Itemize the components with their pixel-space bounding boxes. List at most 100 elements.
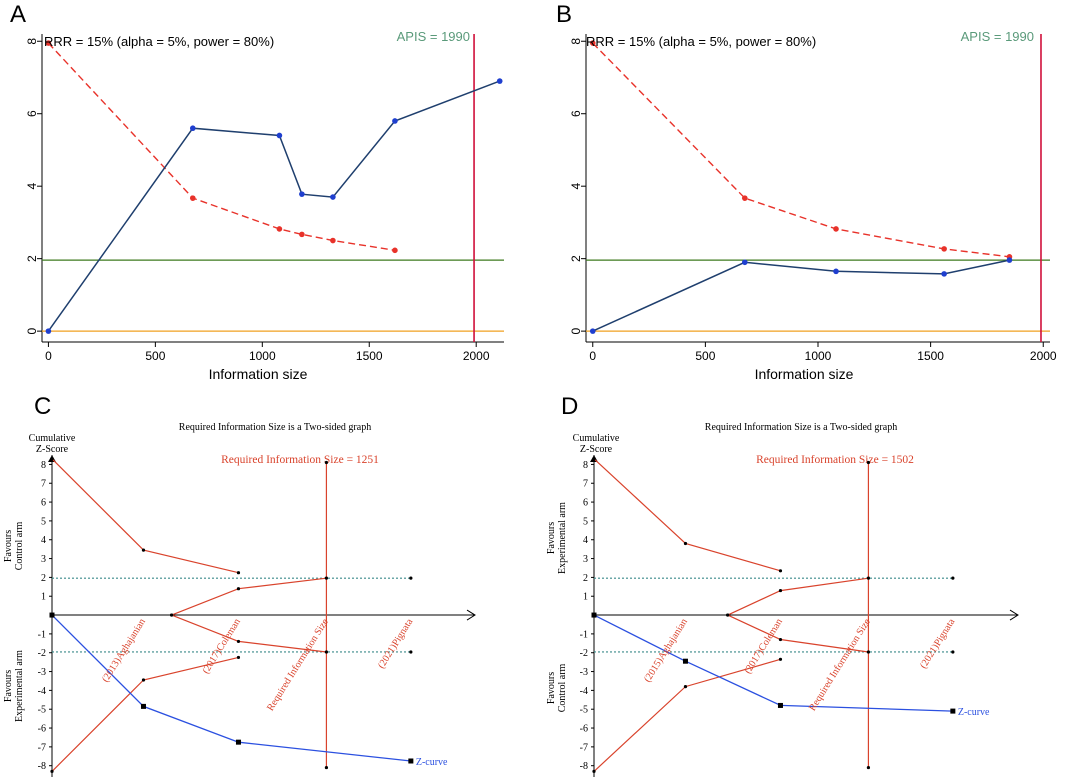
panel-d-ytick-label: -3 [580, 667, 588, 678]
panel-c-favours-lower-2: Experimental arm [14, 650, 25, 722]
panel-b-xlabel: Information size [755, 366, 854, 382]
panel-c-trial-label: (2017)Coleman [200, 617, 243, 676]
panel-a: A 0 2 4 6 8 0 500 1000 1500 2000 RRR = 15% (alpha… [10, 1, 504, 382]
panel-a-boundary-line [47, 42, 396, 251]
panel-a-plot: 0 2 4 6 8 0 500 1000 1500 2000 [25, 34, 504, 363]
panel-c-futility-boundary-upper [171, 577, 327, 616]
panel-b-ytick-label: 4 [569, 183, 583, 190]
panel-c-favours-lower-1: Favours [3, 670, 14, 702]
panel-d-ris-top [866, 460, 871, 465]
panel-a-boundary-point [189, 195, 196, 201]
panel-c-ytick-label: 2 [41, 573, 46, 584]
panel-a-z-point [45, 328, 52, 334]
panel-b-xtick-label: 2000 [1030, 349, 1057, 363]
panel-d-z-curve-label: Z-curve [958, 707, 990, 718]
panel-a-z-point [276, 132, 283, 139]
panel-d-ytick-label: 8 [583, 460, 588, 471]
panel-label-b: B [556, 1, 572, 28]
panel-c-efficacy-boundary-lower-point [141, 678, 146, 682]
panel-a-xtick-label: 1000 [249, 349, 276, 363]
panel-d-favours-upper-1: Favours [546, 522, 557, 554]
panel-c-z-point [49, 612, 55, 618]
panel-b-annotation: RRR = 15% (alpha = 5%, power = 80%) [586, 34, 816, 49]
panel-d-ytick-label: 2 [583, 573, 588, 584]
panel-d-trial-label: (2021)Pignata [918, 616, 958, 670]
panel-b-z-point [941, 271, 947, 277]
panel-d-efficacy-boundary-upper [593, 458, 781, 572]
panel-a-ytick-label: 6 [25, 110, 39, 117]
panel-c-significance-end [409, 650, 413, 654]
panel-c-ytick-label: 7 [41, 479, 46, 490]
panel-b-xtick-label: 1500 [917, 349, 944, 363]
panel-d-efficacy-boundary-upper-point [683, 541, 688, 546]
panel-d-ylabel-top: Cumulative [573, 433, 620, 444]
panel-a-z-point [392, 118, 398, 124]
panel-c-futility-boundary-upper-point [236, 587, 241, 591]
panel-d-significance-end [951, 650, 955, 654]
panel-c-ylabel-bottom: Z-Score [36, 444, 69, 455]
panel-c-ytick-label: -4 [38, 686, 46, 697]
panel-c-ris-label: Required Information Size = 1251 [221, 454, 379, 466]
panel-a-boundary-point [392, 247, 398, 254]
panel-b-boundary-point [589, 40, 596, 46]
panel-d-trial-label: (2015)Aghajanian [642, 617, 690, 685]
panel-c-ytick-label: -5 [38, 705, 46, 716]
panel-a-boundary-point [330, 237, 336, 244]
panel-d-efficacy-boundary-upper-point [778, 569, 783, 573]
panel-d-ytick-label: 1 [583, 592, 588, 603]
panel-c-favours-upper-1: Favours [3, 530, 14, 562]
panel-d-ytick-label: 5 [583, 516, 588, 527]
panel-c-trial-label: (2013)Aghajanian [100, 617, 148, 685]
panel-d-ytick-label: 4 [583, 535, 588, 546]
panel-d-futility-boundary-upper-point [778, 588, 783, 593]
panel-c-ytick-label: 3 [41, 554, 46, 565]
panel-b-xtick-label: 1000 [805, 349, 832, 363]
panel-a-z-point [330, 194, 336, 200]
panel-c-z-point [408, 758, 414, 764]
panel-c: C Required Information Size is a Two-sid… [3, 393, 476, 777]
panel-c-ytick-label: -6 [38, 724, 46, 735]
panel-c-z-point [235, 739, 241, 745]
panel-d-ris-label: Required Information Size = 1502 [756, 454, 914, 466]
panel-b-boundary-point [741, 195, 748, 201]
panel-c-futility-boundary-lower-point [170, 613, 174, 617]
panel-d-efficacy-boundary-lower-point [592, 769, 596, 773]
panel-a-ytick-label: 4 [25, 183, 39, 190]
panel-d-favours-upper-2: Experimental arm [557, 502, 568, 574]
panel-d-z-point [777, 702, 783, 708]
panel-b-boundary-point [833, 226, 839, 232]
panel-c-z-point [140, 703, 146, 709]
panel-b-z-point [833, 268, 839, 275]
panel-b: B 0 2 4 6 8 0 500 1000 1500 2000 RRR = 15% (alpha… [556, 1, 1057, 382]
panel-d-ytick-label: -6 [580, 724, 588, 735]
panel-d-trial-label: Required Information Size [807, 616, 873, 713]
panel-c-trial-label: (2021)Pignata [376, 616, 416, 670]
panel-c-ris-top [324, 460, 329, 465]
panel-d-z-point [682, 658, 688, 664]
panel-b-z-point [589, 328, 596, 334]
panel-d-title: Required Information Size is a Two-sided… [705, 422, 897, 433]
panel-d-significance-end [951, 576, 955, 580]
panel-a-ytick-label: 0 [25, 327, 39, 334]
panel-d-x-axis-arrow [1009, 609, 1019, 621]
panel-c-x-axis-arrow [466, 609, 476, 621]
panel-c-ytick-label: -2 [38, 648, 46, 659]
panel-c-ytick-label: 5 [41, 516, 46, 527]
panel-d-z-point [591, 612, 597, 618]
panel-a-apis-label: APIS = 1990 [397, 29, 470, 44]
panel-b-z-point [741, 259, 748, 266]
panel-a-boundary-point [299, 231, 305, 238]
panel-b-boundary-line [592, 42, 1010, 258]
panel-d-ytick-label: -5 [580, 705, 588, 716]
panel-c-ytick-label: 1 [41, 592, 46, 603]
panel-c-ylabel-top: Cumulative [29, 433, 76, 444]
panel-a-z-point [299, 191, 305, 197]
panel-d: D Required Information Size is a Two-sid… [546, 393, 1019, 777]
panel-b-ytick-label: 2 [569, 255, 583, 262]
panel-label-d: D [561, 393, 578, 420]
panel-c-futility-boundary-upper-point [324, 576, 329, 580]
panel-b-xtick-label: 0 [589, 349, 596, 363]
panel-c-ytick-label: -1 [38, 629, 46, 640]
panel-d-futility-boundary-upper-point [866, 576, 871, 580]
